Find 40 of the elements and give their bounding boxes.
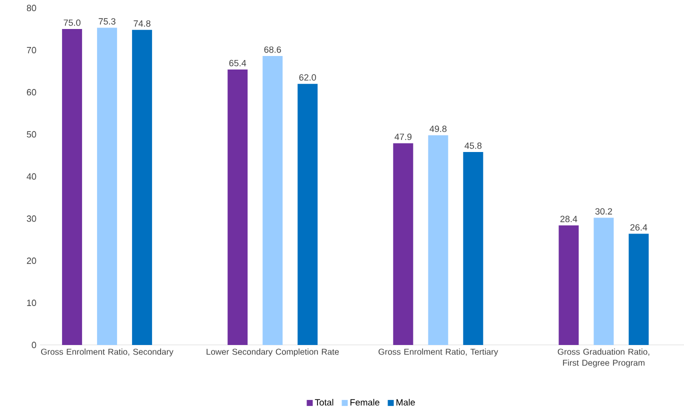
data-label: 28.4 [560,216,578,222]
y-tick-label: 40 [26,173,36,180]
bar [132,30,152,345]
y-tick-label: 10 [27,300,36,306]
y-tick-label: 60 [26,89,36,96]
legend-label: Total [314,398,334,406]
x-tick-label: Gross Graduation Ratio, First Degree Program [558,348,650,368]
bar [62,29,82,345]
bar [228,69,248,345]
data-label: 75.3 [98,18,116,25]
y-tick-label: 70 [26,46,36,54]
bar [558,225,579,345]
data-label: 74.8 [134,20,150,27]
data-label: 62.0 [299,74,316,81]
data-label: 26.4 [630,224,648,231]
data-label: 45.8 [464,142,482,149]
data-label: 47.9 [394,134,412,140]
legend-label: Female [350,398,380,406]
bar [594,218,614,345]
x-tick-label: Gross Enrolment Ratio, Secondary [41,348,174,356]
y-tick-label: 30 [26,215,36,222]
data-label: 68.6 [264,46,281,53]
data-label: 30.2 [595,208,612,215]
data-label: 65.4 [229,60,246,66]
x-tick-label: Gross Enrolment Ratio, Tertiary [378,348,498,356]
y-tick-label: 20 [26,258,36,264]
data-label: 75.0 [64,19,80,26]
bar [463,152,484,345]
data-label: 49.8 [430,126,447,132]
x-tick-label: Lower Secondary Completion Rate [206,348,339,356]
y-tick-label: 0 [32,342,36,348]
bar [97,28,118,345]
bar [393,143,414,345]
bar [262,56,283,345]
bar [428,135,448,345]
bar [628,234,649,345]
y-tick-label: 50 [26,131,36,138]
legend-label: Male [396,398,415,406]
bar [298,84,318,345]
y-tick-label: 80 [26,4,36,12]
